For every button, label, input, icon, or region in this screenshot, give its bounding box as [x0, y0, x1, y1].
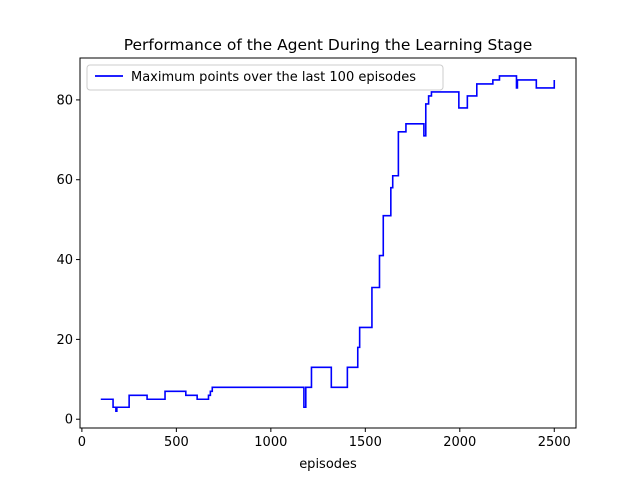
y-tick-label: 0 [65, 413, 73, 428]
legend-box [86, 64, 444, 91]
y-tick-label: 20 [56, 333, 73, 348]
x-tick-label: 500 [164, 435, 189, 450]
legend: Maximum points over the last 100 episode… [86, 64, 444, 91]
plot-frame [79, 57, 577, 429]
x-axis-label: episodes [299, 457, 357, 472]
y-tick-label: 80 [56, 93, 73, 108]
axis-ticks: 0 500 1000 1500 2000 2500 0 20 40 60 80 [56, 93, 570, 450]
x-tick-label: 0 [78, 435, 86, 450]
legend-label: Maximum points over the last 100 episode… [131, 70, 416, 85]
y-tick-label: 60 [56, 173, 73, 188]
y-tick-label: 40 [56, 253, 73, 268]
series-line [100, 75, 556, 413]
plot-series [100, 75, 556, 413]
x-tick-label: 1000 [254, 435, 287, 450]
chart-title: Performance of the Agent During the Lear… [124, 36, 533, 54]
x-tick-label: 2000 [443, 435, 476, 450]
x-tick-label: 1500 [349, 435, 382, 450]
x-tick-label: 2500 [538, 435, 571, 450]
